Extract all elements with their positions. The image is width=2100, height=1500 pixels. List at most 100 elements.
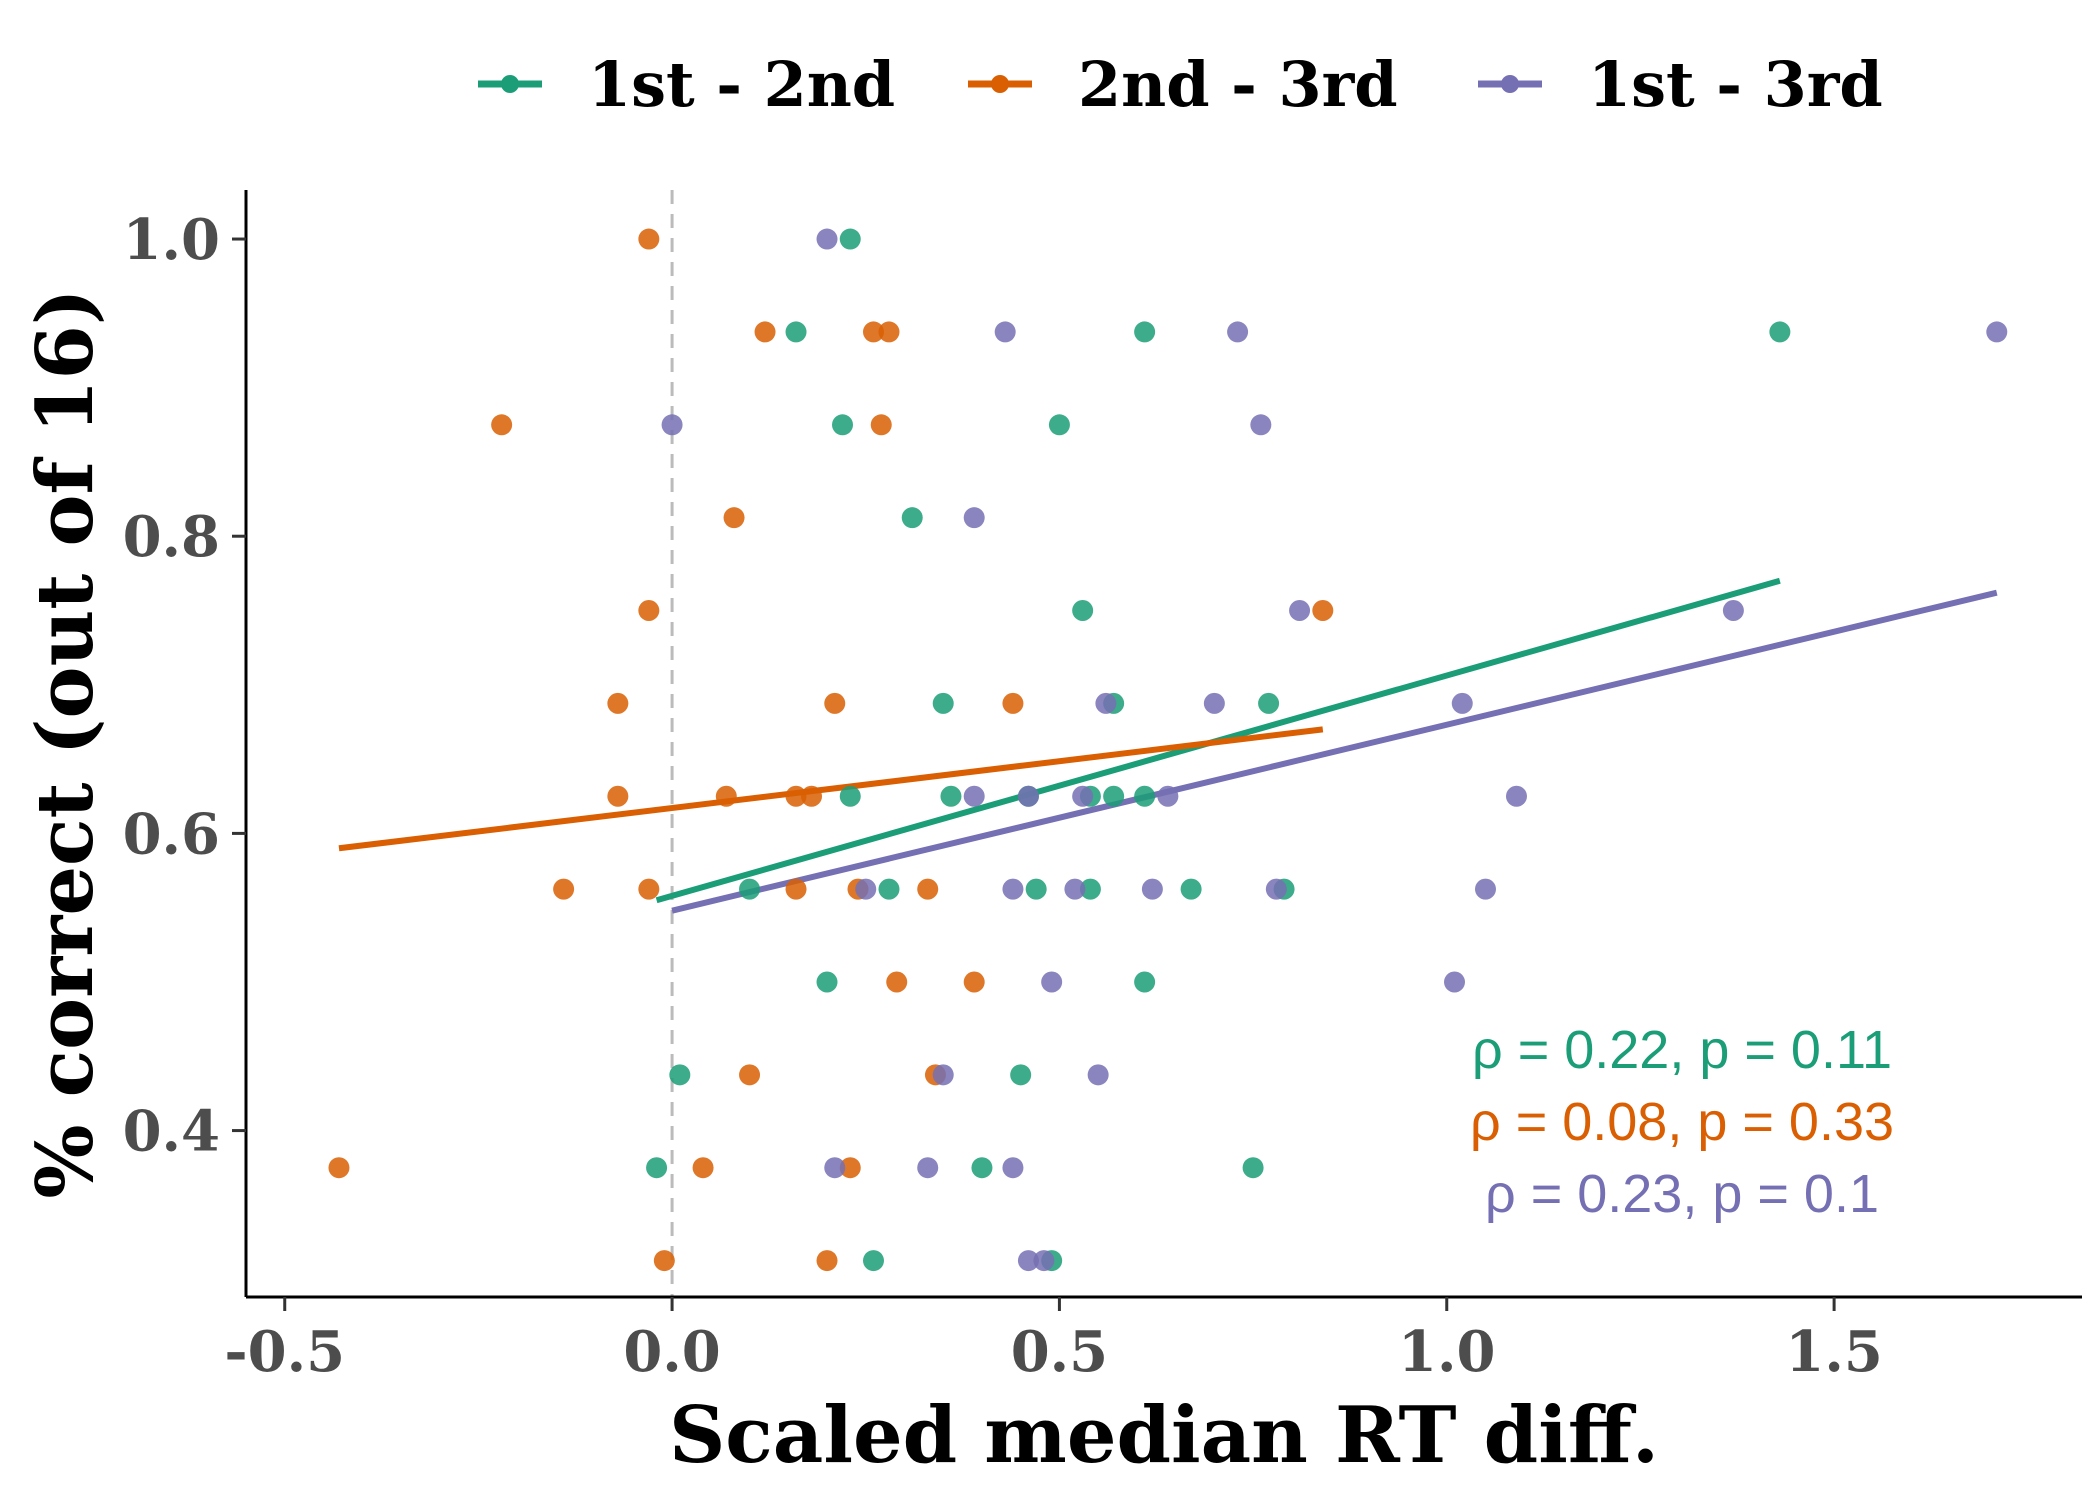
data-point bbox=[1265, 878, 1287, 900]
data-point bbox=[1048, 414, 1070, 436]
data-point bbox=[1002, 878, 1024, 900]
data-point bbox=[1203, 692, 1225, 714]
data-point bbox=[862, 321, 884, 343]
data-point bbox=[816, 1250, 838, 1272]
data-point bbox=[839, 785, 861, 807]
data-point bbox=[1095, 692, 1117, 714]
data-point bbox=[1444, 971, 1466, 993]
data-point bbox=[1258, 692, 1280, 714]
data-point bbox=[653, 1250, 675, 1272]
data-point bbox=[1157, 785, 1179, 807]
data-point bbox=[1769, 321, 1791, 343]
data-point bbox=[1134, 321, 1156, 343]
legend-swatch-dot bbox=[991, 75, 1009, 93]
data-point bbox=[328, 1157, 350, 1179]
data-point bbox=[862, 1250, 884, 1272]
data-point bbox=[1002, 1157, 1024, 1179]
data-point bbox=[607, 692, 629, 714]
x-tick-label: 1.0 bbox=[1398, 1319, 1495, 1385]
data-point bbox=[1010, 1064, 1032, 1086]
y-tick-label: 0.8 bbox=[123, 504, 220, 570]
data-point bbox=[1033, 1250, 1055, 1272]
data-point bbox=[1134, 785, 1156, 807]
data-point bbox=[816, 971, 838, 993]
legend-swatch-dot bbox=[1501, 75, 1519, 93]
correlation-stats: ρ = 0.22, p = 0.11 ρ = 0.08, p = 0.33 ρ = … bbox=[1470, 1020, 1894, 1224]
data-point bbox=[940, 785, 962, 807]
data-point bbox=[886, 971, 908, 993]
data-point bbox=[1079, 878, 1101, 900]
data-point bbox=[839, 1157, 861, 1179]
x-tick-label: 0.0 bbox=[623, 1319, 720, 1385]
data-point bbox=[1103, 785, 1125, 807]
data-point bbox=[824, 1157, 846, 1179]
data-point bbox=[1025, 878, 1047, 900]
data-point bbox=[692, 1157, 714, 1179]
data-point bbox=[785, 785, 807, 807]
data-point bbox=[832, 414, 854, 436]
data-point bbox=[932, 1064, 954, 1086]
data-point bbox=[932, 692, 954, 714]
y-tick-label: 0.6 bbox=[123, 801, 220, 867]
data-point bbox=[816, 228, 838, 250]
data-point bbox=[1289, 600, 1311, 622]
data-point bbox=[1017, 1250, 1039, 1272]
data-points bbox=[328, 228, 2008, 1272]
x-tick-label: -0.5 bbox=[224, 1319, 345, 1385]
data-point bbox=[785, 878, 807, 900]
data-point bbox=[638, 228, 660, 250]
data-point bbox=[878, 878, 900, 900]
data-point bbox=[1072, 600, 1094, 622]
data-point bbox=[917, 878, 939, 900]
y-tick-label: 0.4 bbox=[123, 1099, 220, 1165]
fit-lines bbox=[338, 577, 1998, 914]
data-point bbox=[739, 1064, 761, 1086]
data-point bbox=[553, 878, 575, 900]
data-point bbox=[963, 507, 985, 529]
y-axis-title: % correct (out of 16) bbox=[20, 288, 111, 1198]
x-tick-label: 1.5 bbox=[1785, 1319, 1882, 1385]
data-point bbox=[1072, 785, 1094, 807]
data-point bbox=[1451, 692, 1473, 714]
data-point bbox=[1002, 692, 1024, 714]
legend-label: 2nd - 3rd bbox=[1078, 48, 1398, 121]
data-point bbox=[1041, 971, 1063, 993]
data-point bbox=[963, 971, 985, 993]
data-point bbox=[785, 321, 807, 343]
data-point bbox=[994, 321, 1016, 343]
data-point bbox=[607, 785, 629, 807]
legend: 1st - 2nd 2nd - 3rd 1st - 3rd bbox=[478, 48, 1883, 121]
data-point bbox=[754, 321, 776, 343]
data-point bbox=[1180, 878, 1202, 900]
data-point bbox=[669, 1064, 691, 1086]
data-point bbox=[646, 1157, 668, 1179]
data-point bbox=[917, 1157, 939, 1179]
data-point bbox=[638, 600, 660, 622]
data-point bbox=[1250, 414, 1272, 436]
data-point bbox=[1505, 785, 1527, 807]
legend-label: 1st - 2nd bbox=[588, 48, 895, 121]
y-ticks: 0.4 0.6 0.8 1.0 bbox=[123, 207, 246, 1165]
stat-label: ρ = 0.08, p = 0.33 bbox=[1470, 1092, 1894, 1152]
stat-label: ρ = 0.22, p = 0.11 bbox=[1472, 1020, 1892, 1080]
data-point bbox=[1134, 971, 1156, 993]
x-tick-label: 0.5 bbox=[1011, 1319, 1108, 1385]
x-axis-title: Scaled median RT diff. bbox=[669, 1390, 1659, 1481]
fit-line bbox=[338, 726, 1324, 852]
fit-line bbox=[671, 589, 1998, 914]
data-point bbox=[1064, 878, 1086, 900]
data-point bbox=[824, 692, 846, 714]
data-point bbox=[801, 785, 823, 807]
data-point bbox=[1087, 1064, 1109, 1086]
data-point bbox=[1017, 785, 1039, 807]
axes: -0.5 0.0 0.5 1.0 1.5 0.4 0.6 0.8 1.0 bbox=[123, 190, 2082, 1385]
data-point bbox=[1986, 321, 2008, 343]
data-point bbox=[1227, 321, 1249, 343]
data-point bbox=[971, 1157, 993, 1179]
data-point bbox=[901, 507, 923, 529]
data-point bbox=[723, 507, 745, 529]
data-point bbox=[739, 878, 761, 900]
stat-label: ρ = 0.23, p = 0.1 bbox=[1485, 1164, 1879, 1224]
data-point bbox=[1312, 600, 1334, 622]
